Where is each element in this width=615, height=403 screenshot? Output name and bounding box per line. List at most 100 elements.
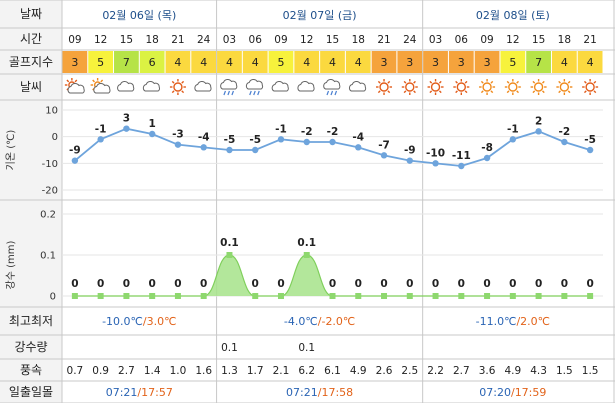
wind-speed-value: 3.6 [479, 365, 496, 377]
cloudy-icon [117, 81, 135, 92]
precipitation-value-label: 0 [149, 278, 156, 290]
cloudy-icon [271, 81, 289, 92]
golf-index-value: 3 [458, 56, 465, 69]
precipitation-value-label: 0 [509, 278, 516, 290]
temperature-point [432, 160, 439, 167]
wind-speed-value: 4.9 [504, 365, 521, 377]
temperature-point [586, 146, 594, 154]
temperature-value-label: -10 [426, 147, 445, 159]
golf-index-cell [448, 51, 474, 73]
wind-speed-value: 0.7 [67, 365, 84, 377]
temperature-value-label: -1 [275, 123, 287, 135]
precipitation-value-label: 0 [458, 278, 465, 290]
temperature-value-label: -11 [452, 150, 471, 162]
wind-speed-value: 1.6 [195, 365, 212, 377]
hour-cell: 18 [145, 34, 158, 46]
temperature-point [277, 136, 285, 143]
golf-index-value: 4 [174, 56, 181, 69]
golf-index-value: 4 [355, 56, 362, 69]
precipitation-value-label: 0 [535, 278, 542, 290]
hour-cell: 21 [377, 34, 390, 46]
temperature-value-label: -2 [327, 126, 339, 138]
golf-index-cell [526, 51, 551, 73]
precipitation-point [97, 293, 104, 299]
min-max-value: -10.0℃/3.0℃ [102, 315, 176, 328]
golf-index-cell [500, 51, 526, 73]
precipitation-value-label: 0.1 [220, 237, 239, 249]
golf-index-value: 4 [561, 56, 568, 69]
golf-index-value: 7 [535, 56, 542, 69]
temperature-value-label: -2 [301, 126, 313, 138]
wind-speed-value: 1.5 [556, 365, 573, 377]
precipitation-value-label: 0 [483, 278, 490, 290]
min-max-label: 최고최저 [9, 314, 53, 328]
temperature-point [561, 138, 568, 146]
hour-cell: 24 [197, 34, 211, 46]
hour-cell: 15 [532, 34, 545, 46]
precipitation-axis-label: 강수 (mm) [5, 240, 17, 289]
precipitation-value-label: 0 [561, 278, 568, 290]
cloudy-icon [348, 81, 367, 92]
golf-index-cell [165, 51, 191, 73]
temperature-value-label: -9 [69, 145, 81, 157]
precipitation-value-label: 0 [252, 278, 259, 290]
temperature-point [174, 141, 182, 148]
temperature-value-label: 1 [149, 118, 156, 130]
temperature-point [535, 128, 542, 135]
precipitation-point [252, 293, 259, 299]
temperature-value-label: 2 [535, 115, 542, 127]
clear-night-icon [427, 79, 444, 95]
rain-cloud-icon [245, 79, 264, 96]
golf-index-value: 4 [200, 56, 207, 69]
golf-index-value: 3 [71, 56, 78, 69]
clear-night-icon [453, 79, 470, 95]
precipitation-point [329, 293, 336, 299]
partly-cloudy-night-icon [64, 78, 85, 94]
hour-cell: 09 [480, 34, 493, 46]
precipitation-value-label: 0 [71, 278, 78, 290]
golf-index-value: 5 [277, 56, 284, 69]
temperature-value-label: -9 [404, 145, 416, 157]
precipitation-point [587, 293, 594, 299]
sunny-icon [530, 79, 547, 95]
golf-index-value: 3 [406, 56, 413, 69]
hour-cell: 21 [171, 34, 184, 46]
golf-index-value: 3 [432, 56, 439, 69]
precipitation-point [277, 293, 284, 299]
golf-index-cell [88, 51, 114, 73]
golf-index-value: 3 [381, 56, 388, 69]
precipitation-point [200, 293, 207, 299]
wind-speed-label: 풍속 [20, 363, 42, 377]
clear-night-icon [376, 79, 393, 95]
hour-cell: 21 [583, 34, 596, 46]
golf-index-cell [551, 51, 577, 73]
precipitation-point [174, 293, 181, 299]
weather-label: 날씨 [20, 80, 42, 94]
precipitation-line [74, 254, 591, 297]
temperature-point [252, 146, 259, 154]
wind-speed-value: 0.9 [92, 365, 109, 377]
day-header: 02월 07일 (금) [283, 8, 357, 22]
wind-speed-value: 1.7 [247, 365, 264, 377]
sunny-icon [504, 79, 521, 95]
precipitation-value-label: 0 [174, 278, 181, 290]
golf-index-value: 4 [587, 56, 594, 69]
precipitation-value-label: 0 [97, 278, 104, 290]
temperature-value-label: -5 [584, 134, 596, 146]
precipitation-value-label: 0 [200, 278, 207, 290]
wind-speed-value: 2.2 [427, 365, 444, 377]
wind-speed-value: 1.3 [221, 365, 238, 377]
temperature-value-label: -1 [507, 123, 519, 135]
wind-speed-value: 2.7 [118, 365, 135, 377]
temperature-value-label: -2 [559, 126, 571, 138]
temperature-point [509, 136, 517, 143]
temperature-tick-label: 0 [52, 132, 58, 143]
golf-index-value: 4 [329, 56, 336, 69]
temperature-point [123, 125, 130, 132]
precipitation-point [561, 293, 568, 299]
hour-cell: 06 [249, 34, 263, 46]
temperature-point [458, 162, 465, 170]
sunny-icon [556, 79, 573, 95]
precipitation-amount: 0.1 [221, 342, 238, 354]
sunrise-sunset-value: 07:20/17:59 [479, 386, 546, 399]
